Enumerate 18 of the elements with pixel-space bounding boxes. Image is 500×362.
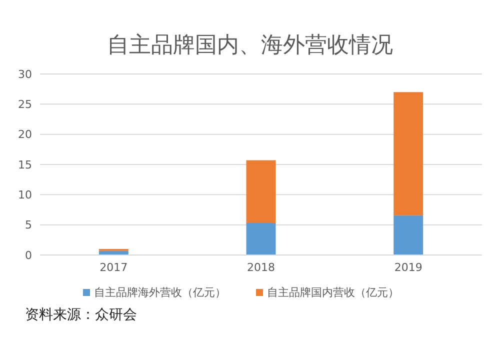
x-tick-label: 2018: [247, 260, 275, 274]
y-tick-label: 20: [18, 128, 32, 142]
y-tick-label: 15: [18, 158, 32, 172]
y-tick-label: 10: [18, 188, 32, 202]
y-tick-label: 30: [18, 68, 32, 81]
y-tick-label: 25: [18, 98, 32, 112]
text: 资料来源：众研会: [25, 306, 137, 324]
chart-title: 自主品牌国内、海外营收情况: [106, 32, 394, 60]
x-tick-label: 2019: [394, 260, 422, 274]
x-tick-label: 2017: [100, 260, 128, 274]
bar: [246, 223, 276, 255]
legend-label: 自主品牌海外营收（亿元）: [93, 285, 226, 300]
y-tick-label: 5: [25, 218, 32, 232]
bar: [246, 160, 276, 224]
bar: [394, 92, 424, 216]
bar: [394, 215, 424, 255]
y-tick-label: 0: [25, 248, 32, 262]
legend-label: 自主品牌国内营收（亿元）: [266, 285, 399, 300]
